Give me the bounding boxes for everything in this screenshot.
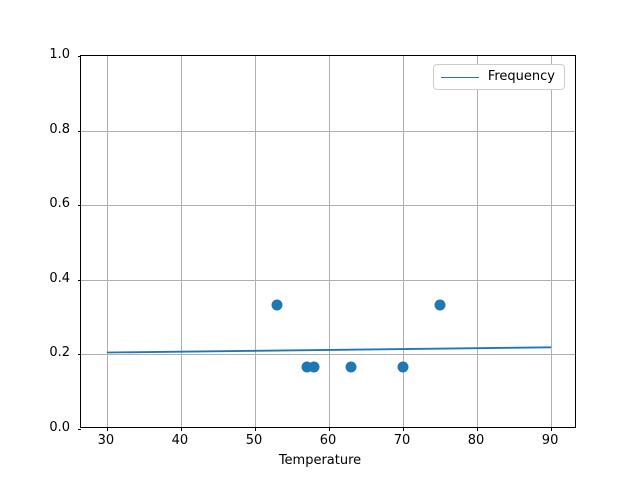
plot-axes: Frequency [77,55,576,431]
tick-label-x-40: 40 [171,433,189,448]
gridline-y-0.6 [81,205,575,207]
tick-label-x-60: 60 [319,433,337,448]
gridline-x-80 [477,56,479,427]
tick-mark-x-90 [551,427,553,431]
tick-label-y-0.4: 0.4 [49,270,70,286]
tick-label-x-70: 70 [393,433,411,448]
plot-surface [81,56,575,427]
tick-mark-y-0.0 [77,429,81,430]
tick-label-y-0.0: 0.0 [49,420,70,435]
gridline-y-0.2 [81,354,575,356]
gridline-x-50 [254,56,256,427]
scatter-point [301,361,313,373]
tick-mark-x-50 [254,427,256,431]
tick-label-y-0.6: 0.6 [49,196,70,212]
tick-label-y-0.8: 0.8 [49,121,70,137]
tick-mark-y-0.4 [77,279,81,281]
tick-mark-y-0.2 [77,354,81,356]
gridline-y-0.4 [81,279,575,281]
frequency-line [106,346,552,354]
gridline-y-0.8 [81,130,575,132]
tick-mark-y-1.0 [77,56,81,57]
tick-mark-x-60 [329,427,330,431]
x-axis-label: Temperature [278,453,362,468]
gridline-x-40 [180,56,182,427]
legend-label-frequency: Frequency [487,69,555,84]
scatter-point [434,299,446,311]
tick-label-y-1.0: 1.0 [49,47,70,62]
tick-label-x-80: 80 [467,433,485,448]
tick-label-y-0.2: 0.2 [49,345,70,361]
tick-mark-y-0.8 [77,130,81,132]
tick-label-x-90: 90 [541,433,559,448]
chart-legend[interactable]: Frequency [432,64,565,90]
scatter-point [271,299,283,311]
legend-line-swatch [440,76,479,78]
tick-label-x-50: 50 [245,433,263,448]
tick-mark-x-80 [477,427,479,431]
tick-label-x-30: 30 [97,433,115,448]
gridline-x-70 [403,56,405,427]
scatter-point [397,361,409,373]
tick-mark-x-70 [403,427,405,431]
gridline-x-60 [329,56,330,427]
scatter-point [308,361,320,373]
frequency-line-path [106,346,552,354]
gridline-x-90 [551,56,553,427]
tick-mark-x-30 [106,427,108,431]
gridline-x-30 [106,56,108,427]
tick-mark-x-40 [180,427,182,431]
tick-mark-y-0.6 [77,205,81,207]
scatter-point [345,361,357,373]
